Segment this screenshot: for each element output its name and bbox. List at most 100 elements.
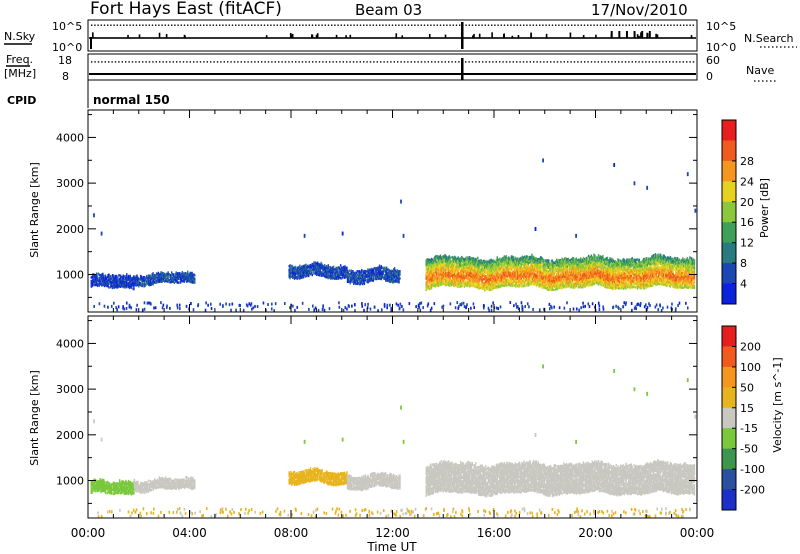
- power-echo-cell: [452, 257, 454, 261]
- power-echo-cell: [514, 273, 516, 276]
- power-echo-cell: [335, 272, 337, 275]
- power-echo-cell: [304, 271, 306, 275]
- power-echo-cell: [488, 270, 490, 273]
- power-echo-cell: [319, 270, 321, 274]
- power-echo-cell: [346, 278, 349, 282]
- power-echo-cell: [464, 265, 467, 269]
- power-echo-cell: [429, 264, 432, 267]
- power-echo-cell: [332, 276, 335, 279]
- power-echo-cell: [453, 264, 455, 267]
- power-echo-cell: [522, 268, 524, 272]
- nave-dot: [230, 61, 232, 63]
- power-echo-cell: [472, 277, 475, 280]
- power-echo-cell: [363, 277, 366, 280]
- power-echo-cell: [508, 256, 510, 259]
- power-echo-cell: [373, 274, 375, 277]
- power-echo-cell: [173, 276, 176, 279]
- power-echo-cell: [341, 274, 344, 277]
- power-echo-cell: [540, 283, 542, 286]
- nave-dot: [373, 61, 375, 63]
- power-echo-cell: [485, 287, 488, 291]
- power-echo-cell: [141, 279, 144, 282]
- power-echo-cell: [106, 275, 108, 279]
- nave-dot: [414, 61, 416, 63]
- noise-search-dot: [545, 24, 547, 26]
- nave-dot: [271, 61, 273, 63]
- power-echo-cell: [547, 262, 549, 266]
- power-echo-cell: [502, 256, 505, 260]
- power-echo-cell: [297, 274, 299, 277]
- power-echo-cell: [459, 265, 461, 268]
- power-echo-cell: [112, 274, 115, 277]
- power-echo-cell: [506, 273, 508, 276]
- power-echo-cell: [333, 268, 336, 271]
- power-echo-cell: [560, 268, 562, 272]
- power-echo-cell: [380, 270, 383, 273]
- power-echo-cell: [461, 264, 464, 267]
- power-echo-cell: [524, 268, 527, 271]
- power-echo-cell: [444, 254, 446, 257]
- power-echo-cell: [548, 285, 551, 288]
- power-echo-cell: [157, 280, 160, 284]
- power-echo-cell: [484, 276, 486, 279]
- noise-sky-spike: [184, 35, 186, 38]
- power-echo-cell: [486, 284, 489, 287]
- power-echo-cell: [524, 257, 527, 260]
- power-echo-cell: [450, 274, 452, 278]
- power-echo-cell: [359, 279, 361, 282]
- power-echo-cell: [462, 263, 465, 266]
- power-echo-cell: [446, 266, 449, 269]
- power-echo-cell: [343, 265, 345, 268]
- power-echo-cell: [496, 258, 498, 261]
- power-echo-cell: [292, 267, 295, 270]
- power-echo-cell: [118, 274, 120, 277]
- power-echo-cell: [550, 289, 553, 292]
- power-echo-cell: [545, 263, 547, 266]
- power-echo-cell: [534, 280, 537, 284]
- power-echo-cell: [429, 269, 432, 273]
- power-echo-cell: [542, 284, 545, 287]
- power-echo-cell: [319, 272, 321, 275]
- nave-dot: [352, 61, 355, 63]
- power-echo-cell: [467, 281, 469, 285]
- power-echo-cell: [557, 284, 560, 287]
- power-echo-cell: [393, 279, 395, 282]
- power-echo-cell: [376, 266, 378, 270]
- power-echo-cell: [350, 278, 352, 281]
- power-echo-cell: [458, 273, 460, 277]
- power-echo-cell: [151, 273, 153, 276]
- power-echo-cell: [524, 257, 526, 260]
- power-echo-cell: [558, 270, 561, 273]
- power-echo-cell: [556, 260, 559, 263]
- power-echo-cell: [436, 277, 438, 280]
- power-echo-cell: [513, 266, 515, 269]
- power-echo-cell: [551, 261, 554, 264]
- power-echo-cell: [394, 280, 397, 283]
- power-echo-cell: [177, 277, 179, 281]
- power-echo-cell: [133, 282, 135, 285]
- power-echo-cell: [503, 275, 506, 278]
- power-echo-cell: [476, 273, 479, 276]
- power-echo-cell: [501, 264, 504, 267]
- power-echo-cell: [548, 261, 550, 264]
- power-echo-cell: [455, 266, 458, 270]
- power-echo-cell: [519, 282, 522, 285]
- power-echo-cell: [112, 278, 115, 281]
- power-echo-cell: [431, 284, 434, 287]
- power-echo-cell: [128, 277, 131, 280]
- nave-dot: [611, 61, 613, 63]
- power-echo-cell: [481, 278, 483, 281]
- power-echo-cell: [305, 270, 307, 274]
- power-echo-cell: [444, 259, 446, 262]
- power-echo-cell: [484, 278, 487, 282]
- nave-dot: [186, 61, 188, 63]
- power-echo-cell: [544, 259, 546, 262]
- power-echo-cell: [347, 276, 350, 280]
- power-echo-cell: [449, 265, 451, 268]
- power-echo-cell: [523, 263, 525, 267]
- power-echo-cell: [491, 259, 493, 262]
- power-echo-cell: [478, 268, 481, 272]
- power-echo-cell: [189, 275, 192, 278]
- power-echo-cell: [433, 282, 435, 286]
- power-echo-cell: [377, 272, 379, 275]
